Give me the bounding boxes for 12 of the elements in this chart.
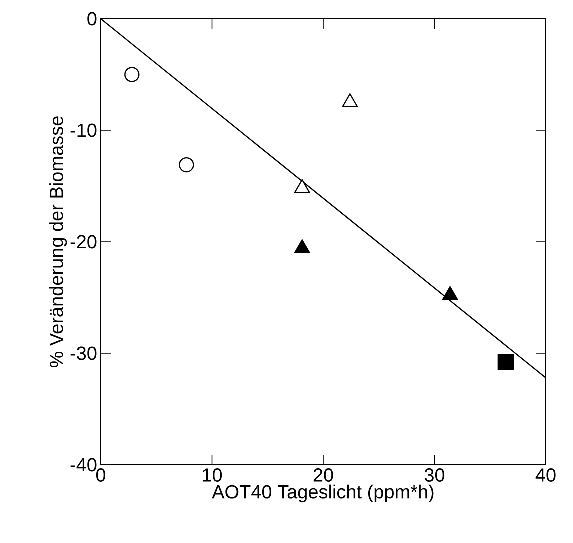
y-tick-label: -20 <box>70 235 97 249</box>
x-axis-title: AOT40 Tageslicht (ppm*h) <box>212 484 434 503</box>
x-tick-label: 40 <box>536 468 556 482</box>
y-tick-label: -10 <box>70 124 97 138</box>
y-axis-title: % Veränderung der Biomasse <box>49 116 68 368</box>
x-tick-label: 0 <box>96 468 106 482</box>
x-tick-label: 30 <box>424 468 445 482</box>
x-tick-label: 20 <box>314 468 334 482</box>
x-tick-label: 10 <box>203 468 222 482</box>
y-tick-label: -30 <box>70 346 97 360</box>
y-tick-label: -40 <box>70 458 97 472</box>
y-tick-label: 0 <box>88 12 97 26</box>
